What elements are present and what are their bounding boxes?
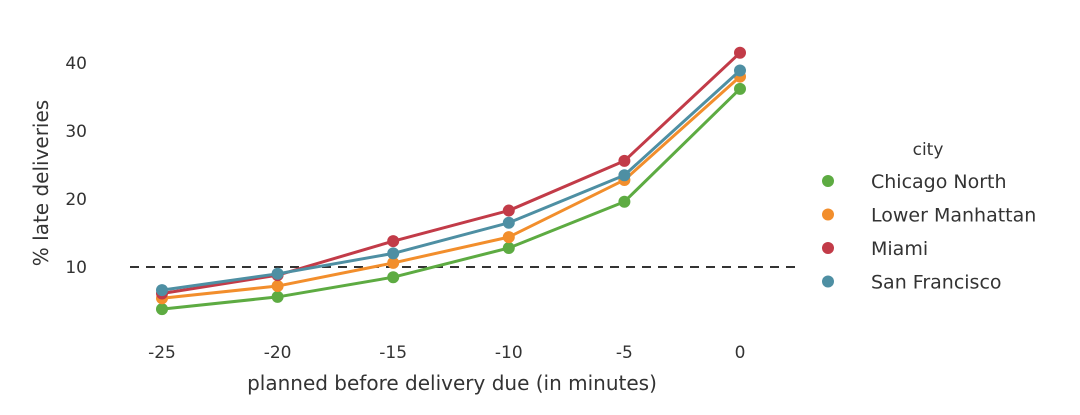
legend-item: Chicago North [822,171,1007,193]
data-point [734,82,746,95]
data-point [618,169,631,182]
data-point [156,284,168,297]
x-tick-label: -5 [616,343,633,363]
data-point [387,271,400,284]
legend-label: Miami [871,238,928,260]
y-tick-label: 20 [65,190,87,210]
data-point [618,154,631,167]
x-tick-label: -15 [379,343,407,363]
x-tick-label: 0 [735,343,746,363]
data-point [502,204,515,217]
data-point [734,46,746,59]
x-tick-label: -10 [495,343,523,363]
series-line [160,75,742,300]
data-point [387,235,400,248]
legend-label: San Francisco [871,272,1002,294]
data-point [618,195,631,208]
legend-item: Lower Manhattan [822,205,1036,227]
series-line [160,68,742,292]
data-point [387,256,400,269]
legend-marker [822,275,834,288]
y-tick-label: 40 [65,54,87,74]
series-3 [156,64,746,297]
legend-label: Chicago North [871,171,1007,193]
data-point [271,290,284,303]
data-point [734,64,746,77]
legend-title: city [913,140,944,160]
data-point [502,216,515,229]
x-tick-label: -20 [264,343,292,363]
data-point [271,280,284,293]
legend-items: Chicago North Lower Manhattan Miami San Fra… [822,171,1036,294]
x-tick-labels: -25 -20 -15 -10 -5 0 [148,343,745,363]
series-line [160,51,742,296]
legend-item: San Francisco [822,272,1002,294]
x-axis-title: planned before delivery due (in minutes) [247,371,657,395]
legend-marker [822,242,834,254]
legend-marker [822,175,834,187]
y-tick-labels: 10 20 30 40 [65,54,87,278]
data-point [156,303,168,316]
y-axis-title: % late deliveries [29,100,53,266]
x-tick-label: -25 [148,343,176,363]
series-layer [156,46,746,316]
legend-label: Lower Manhattan [871,205,1036,227]
legend-item: Miami [822,238,928,260]
legend-marker [822,208,834,221]
series-0 [156,82,746,316]
y-tick-label: 30 [65,122,87,142]
y-tick-label: 10 [65,258,87,278]
data-point [387,247,400,260]
series-line [160,87,742,311]
data-point [502,241,515,254]
series-1 [156,70,746,305]
data-point [502,231,515,244]
data-point [271,267,284,280]
legend: city Chicago North Lower Manhattan Miami Sa… [822,140,1036,294]
